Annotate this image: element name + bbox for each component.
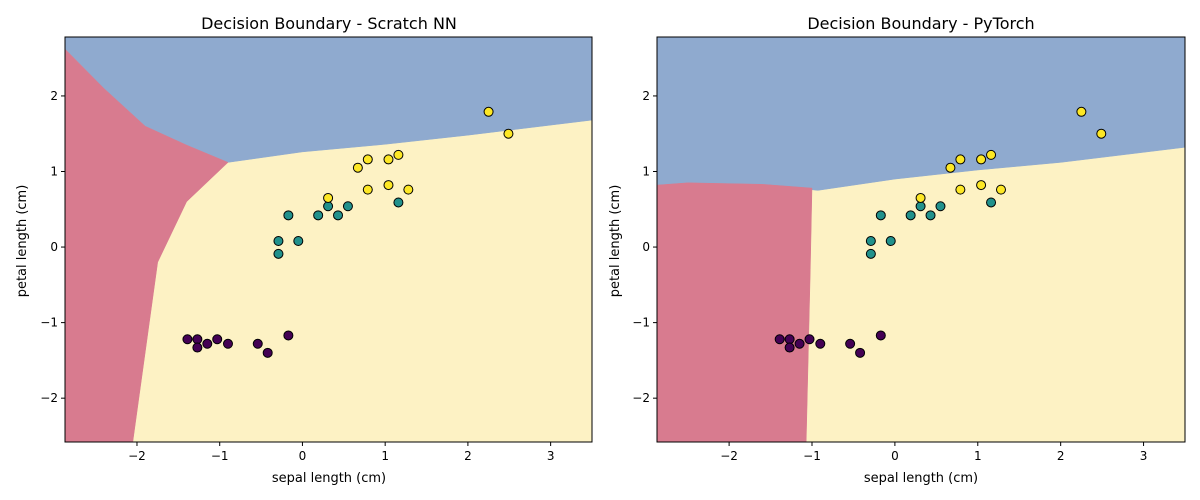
chart-pytorch: Decision Boundary - PyTorch sepal length… <box>608 14 1186 486</box>
data-point-class-0 <box>222 338 233 349</box>
data-point-class-1 <box>333 210 344 221</box>
data-point-class-2 <box>976 154 987 165</box>
y-tick-label: −2 <box>40 391 58 405</box>
chart-title: Decision Boundary - PyTorch <box>807 14 1034 33</box>
x-tick-label: −1 <box>803 449 821 463</box>
data-point-class-1 <box>885 236 896 247</box>
x-tick-label: 2 <box>1057 449 1065 463</box>
data-point-class-0 <box>283 330 294 341</box>
y-tick-label: 1 <box>642 164 650 178</box>
data-point-class-1 <box>915 201 926 212</box>
data-point-class-0 <box>875 330 886 341</box>
data-point-class-1 <box>283 210 294 221</box>
data-point-class-1 <box>342 201 353 212</box>
data-point-class-2 <box>955 154 966 165</box>
data-point-class-1 <box>925 210 936 221</box>
data-point-class-1 <box>986 197 997 208</box>
data-point-class-2 <box>1076 106 1087 117</box>
data-point-class-1 <box>293 236 304 247</box>
x-tick-label: 0 <box>299 449 307 463</box>
x-tick-label: 1 <box>381 449 389 463</box>
data-point-class-0 <box>182 334 193 345</box>
data-point-class-0 <box>192 342 203 353</box>
data-point-class-0 <box>212 334 223 345</box>
data-point-class-2 <box>362 184 373 195</box>
y-axis-label: petal length (cm) <box>608 185 623 298</box>
data-point-class-0 <box>815 338 826 349</box>
data-point-class-2 <box>352 162 363 173</box>
data-point-class-0 <box>784 334 795 345</box>
x-axis-label: sepal length (cm) <box>272 471 386 486</box>
data-point-class-2 <box>323 192 334 203</box>
data-point-class-0 <box>855 347 866 358</box>
y-tick-label: 0 <box>50 240 58 254</box>
y-tick-label: 0 <box>642 240 650 254</box>
data-point-class-1 <box>273 236 284 247</box>
data-point-class-0 <box>192 334 203 345</box>
plot-frame <box>64 36 593 443</box>
data-point-class-1 <box>905 210 916 221</box>
data-point-class-1 <box>393 197 404 208</box>
data-point-class-0 <box>774 334 785 345</box>
data-point-class-1 <box>865 248 876 259</box>
data-point-class-1 <box>935 201 946 212</box>
chart-title: Decision Boundary - Scratch NN <box>201 14 457 33</box>
data-point-class-2 <box>503 128 514 139</box>
data-point-class-1 <box>865 236 876 247</box>
y-tick-label: −2 <box>632 391 650 405</box>
x-axis-label: sepal length (cm) <box>864 471 978 486</box>
data-point-class-2 <box>976 180 987 191</box>
y-axis-label: petal length (cm) <box>15 185 30 298</box>
data-point-class-1 <box>323 201 334 212</box>
data-point-class-0 <box>794 338 805 349</box>
x-tick-label: 2 <box>464 449 472 463</box>
data-point-class-2 <box>383 180 394 191</box>
x-tick-label: −2 <box>128 449 146 463</box>
x-tick-label: −1 <box>211 449 229 463</box>
y-tick-label: 1 <box>50 164 58 178</box>
data-point-class-2 <box>383 154 394 165</box>
data-point-class-1 <box>273 248 284 259</box>
data-point-class-0 <box>262 347 273 358</box>
data-point-class-1 <box>313 210 324 221</box>
data-point-class-0 <box>804 334 815 345</box>
plot-frame <box>656 36 1186 443</box>
data-point-class-0 <box>784 342 795 353</box>
x-tick-label: 3 <box>547 449 555 463</box>
y-tick-label: 2 <box>50 89 58 103</box>
data-point-class-2 <box>915 192 926 203</box>
x-tick-label: 1 <box>974 449 982 463</box>
data-point-class-0 <box>202 338 213 349</box>
data-point-class-1 <box>875 210 886 221</box>
data-point-class-2 <box>945 162 956 173</box>
data-point-class-2 <box>483 106 494 117</box>
y-tick-label: −1 <box>40 316 58 330</box>
data-point-class-2 <box>403 184 414 195</box>
data-point-class-0 <box>252 338 263 349</box>
data-point-class-2 <box>986 149 997 160</box>
x-tick-label: 3 <box>1140 449 1148 463</box>
x-tick-label: −2 <box>720 449 738 463</box>
chart-scratch-nn: Decision Boundary - Scratch NN sepal len… <box>15 14 593 486</box>
y-tick-label: 2 <box>642 89 650 103</box>
data-point-class-0 <box>845 338 856 349</box>
data-point-class-2 <box>1096 128 1107 139</box>
data-point-class-2 <box>393 149 404 160</box>
data-point-class-2 <box>955 184 966 195</box>
region-class-0 <box>656 182 813 443</box>
x-tick-label: 0 <box>891 449 899 463</box>
data-point-class-2 <box>362 154 373 165</box>
y-tick-label: −1 <box>632 316 650 330</box>
data-point-class-2 <box>995 184 1006 195</box>
